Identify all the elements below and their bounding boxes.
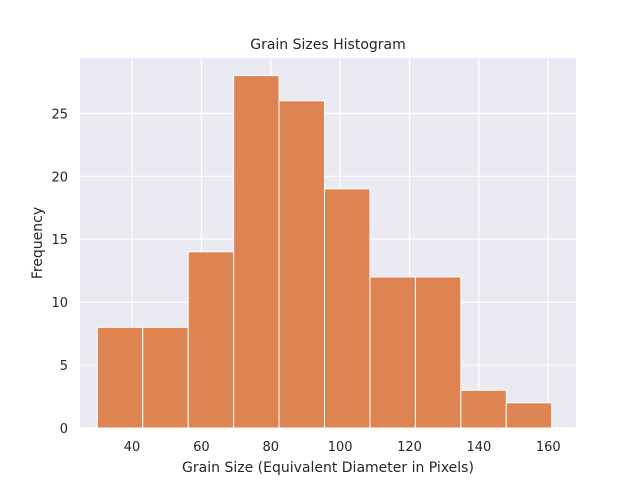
- y-tick-label: 10: [51, 296, 68, 311]
- x-tick-labels: 40 60 80 100 120 140 160: [124, 440, 561, 455]
- x-tick-label: 80: [262, 440, 279, 455]
- histogram-bar: [187, 251, 235, 429]
- x-tick-label: 120: [397, 440, 422, 455]
- x-axis-label: Grain Size (Equivalent Diameter in Pixel…: [182, 460, 474, 476]
- x-tick-label: 100: [328, 440, 353, 455]
- histogram-bar: [278, 100, 326, 429]
- y-tick-labels: 0 5 10 15 20 25: [51, 107, 68, 437]
- y-tick-label: 15: [51, 233, 68, 248]
- histogram-bar: [414, 276, 462, 429]
- histogram-bar: [369, 276, 416, 429]
- histogram-bar: [505, 402, 553, 429]
- histogram-bar: [233, 75, 280, 429]
- y-tick-label: 0: [60, 422, 68, 437]
- x-tick-label: 60: [193, 440, 210, 455]
- x-tick-label: 40: [124, 440, 141, 455]
- y-tick-label: 5: [60, 359, 68, 374]
- chart-title: Grain Sizes Histogram: [250, 37, 406, 53]
- x-tick-label: 140: [466, 440, 491, 455]
- y-tick-label: 20: [51, 170, 68, 185]
- bars: [96, 75, 553, 429]
- y-axis-label: Frequency: [30, 207, 46, 279]
- y-tick-label: 25: [51, 107, 68, 122]
- histogram-bar: [460, 389, 507, 429]
- histogram-bar: [324, 188, 371, 429]
- x-tick-label: 160: [536, 440, 561, 455]
- histogram-bar: [96, 326, 144, 429]
- histogram-bar: [142, 326, 189, 429]
